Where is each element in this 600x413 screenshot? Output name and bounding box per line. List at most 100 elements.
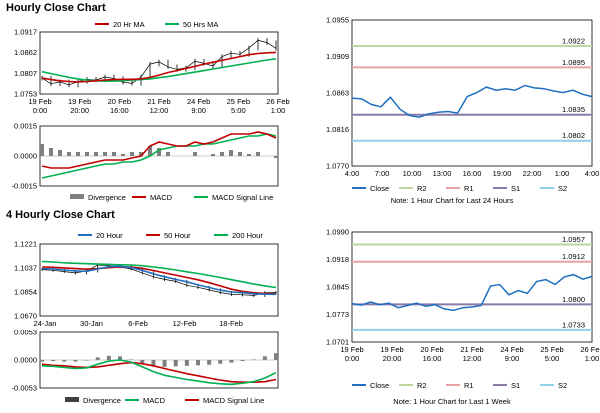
four-hourly-levels-x-tick-time: 1:00 [585, 354, 600, 363]
four-hourly-levels-level-label-r2: 1.0957 [562, 235, 585, 244]
hourly-macd-chart: 0.0015 0.0000 -0.0015 Divergence MACD MACD Si… [12, 122, 279, 202]
four-hourly-levels-legend-label: R1 [464, 381, 474, 390]
four-hourly-levels-legend-label: S2 [558, 381, 567, 390]
four-hourly-macd-legend-label: MACD Signal Line [203, 396, 264, 405]
four-hourly-price-y-tick: 1.1221 [14, 240, 37, 249]
four-hourly-macd-legend-swatch [65, 397, 79, 402]
hourly-price-x-tick-time: 20:00 [70, 106, 89, 115]
four-hourly-levels-x-tick-day: 20 Feb [420, 345, 443, 354]
four-hourly-levels-x-tick-day: 25 Feb [540, 345, 563, 354]
hourly-price-frame [39, 31, 279, 95]
four-hourly-levels-x-tick-time: 16:00 [423, 354, 442, 363]
hourly-price-y-tick: 1.0753 [14, 90, 37, 99]
hourly-section-title: Hourly Close Chart [6, 2, 106, 14]
four-hourly-price-x-tick: 12-Feb [173, 319, 197, 328]
hourly-price-chart: 1.0917 1.0862 1.0807 1.0753 20 Hr MA 50 Hrs M… [14, 20, 290, 115]
hourly-levels-x-tick: 16:00 [463, 169, 482, 178]
hourly-close-line [41, 39, 277, 86]
four-hourly-levels-frame [351, 231, 593, 343]
hourly-levels-x-tick: 10:00 [403, 169, 422, 178]
four-hourly-price-y-tick: 1.0854 [14, 288, 37, 297]
hourly-price-x-tick-day: 19 Feb [68, 97, 91, 106]
hourly-levels-legend-label: Close [370, 184, 389, 193]
four-hourly-levels-close-line [351, 273, 593, 312]
hourly-price-x-tick-time: 0:00 [33, 106, 48, 115]
hourly-price-x-tick-time: 12:00 [150, 106, 169, 115]
hourly-levels-y-tick: 1.0816 [326, 125, 349, 134]
hourly-levels-x-tick: 1:00 [555, 169, 570, 178]
four-hourly-price-x-tick: 6-Feb [128, 319, 148, 328]
hourly-price-x-tick-day: 21 Feb [147, 97, 170, 106]
hourly-price-y-tick: 1.0917 [14, 28, 37, 37]
four-hourly-levels-y-tick: 1.0990 [326, 228, 349, 237]
four-hourly-price-legend-label: 200 Hour [232, 231, 263, 240]
four-hourly-ma200-line [41, 260, 277, 289]
four-hourly-price-legend-label: 50 Hour [164, 231, 191, 240]
hourly-levels-x-tick: 7:00 [375, 169, 390, 178]
four-hourly-price-x-tick: 30-Jan [80, 319, 103, 328]
hourly-chart-note: Note: 1 Hour Chart for Last 24 Hours [390, 196, 514, 205]
four-hourly-macd-line [41, 359, 277, 386]
hourly-levels-x-tick: 4:00 [345, 169, 360, 178]
hourly-levels-legend-label: R1 [464, 184, 474, 193]
hourly-price-x-tick-day: 26 Feb [266, 97, 289, 106]
hourly-levels-level-label-s1: 1.0835 [562, 105, 585, 114]
hourly-levels-legend-label: S2 [558, 184, 567, 193]
hourly-price-x-tick-day: 25 Feb [227, 97, 250, 106]
hourly-macd-y-tick: 0.0000 [14, 152, 37, 161]
hourly-price-x-tick-day: 20 Feb [108, 97, 131, 106]
hourly-levels-y-tick: 1.0770 [326, 162, 349, 171]
hourly-macd-y-tick: -0.0015 [12, 182, 37, 191]
four-hourly-levels-x-tick-time: 5:00 [545, 354, 560, 363]
hourly-macd-legend-label: Divergence [88, 193, 126, 202]
four-hourly-levels-y-tick: 1.0918 [326, 255, 349, 264]
hourly-price-y-tick: 1.0807 [14, 69, 37, 78]
four-hourly-levels-x-tick-time: 20:00 [383, 354, 402, 363]
hourly-levels-chart: 1.0955 1.0909 1.0863 1.0816 1.0770 1.0922 1.08… [326, 16, 600, 194]
four-hourly-macd-y-tick: 0.0000 [14, 356, 37, 365]
four-hourly-levels-legend-label: Close [370, 381, 389, 390]
hourly-levels-level-label-r2: 1.0922 [562, 37, 585, 46]
hourly-levels-y-tick: 1.0909 [326, 52, 349, 61]
four-hourly-levels-level-label-s1: 1.0800 [562, 295, 585, 304]
hourly-price-legend-label: 50 Hrs MA [183, 20, 218, 29]
four-hourly-levels-x-tick-day: 24 Feb [500, 345, 523, 354]
hourly-levels-close-line [351, 84, 593, 118]
four-hourly-section-title: 4 Hourly Close Chart [6, 209, 115, 221]
four-hourly-macd-legend-label: Divergence [83, 396, 121, 405]
four-hourly-levels-level-label-s2: 1.0733 [562, 320, 585, 329]
four-hourly-price-x-tick: 24-Jan [34, 319, 57, 328]
four-hourly-price-chart: 1.1221 1.1037 1.0854 1.0670 20 Hour 50 Hour 20… [14, 231, 279, 328]
four-hourly-macd-y-tick: -0.0053 [12, 384, 37, 393]
four-hourly-macd-chart: 0.0053 0.0000 -0.0053 Divergence MACD MACD Si… [12, 330, 279, 405]
hourly-ma20-line [41, 51, 277, 83]
four-hourly-levels-y-tick: 1.0773 [326, 310, 349, 319]
four-hourly-price-y-tick: 1.0670 [14, 312, 37, 321]
four-hourly-macd-legend-label: MACD [143, 396, 166, 405]
four-hourly-levels-x-tick-time: 12:00 [463, 354, 482, 363]
four-hourly-chart-note: Note: 1 Hour Chart for Last 1 Week [393, 397, 511, 406]
hourly-price-x-tick-day: 19 Feb [28, 97, 51, 106]
four-hourly-levels-y-tick: 1.0845 [326, 283, 349, 292]
hourly-macd-y-tick: 0.0015 [14, 122, 37, 131]
four-hourly-levels-x-tick-day: 19 Feb [340, 345, 363, 354]
four-hourly-price-frame [39, 243, 279, 317]
four-hourly-levels-x-tick-time: 9:00 [505, 354, 520, 363]
hourly-price-x-tick-time: 16:00 [110, 106, 129, 115]
hourly-levels-level-label-r1: 1.0895 [562, 58, 585, 67]
four-hourly-levels-x-tick-day: 26 Feb [580, 345, 600, 354]
hourly-levels-frame [351, 19, 593, 167]
four-hourly-levels-x-tick-time: 0:00 [345, 354, 360, 363]
four-hourly-levels-x-tick-day: 19 Feb [380, 345, 403, 354]
four-hourly-levels-legend-label: R2 [417, 381, 427, 390]
four-hourly-levels-x-tick-day: 21 Feb [460, 345, 483, 354]
four-hourly-price-legend-label: 20 Hour [96, 231, 123, 240]
hourly-macd-legend-swatch [70, 194, 84, 199]
hourly-macd-line [41, 131, 277, 169]
hourly-levels-x-tick: 4:00 [585, 169, 600, 178]
hourly-signal-line [41, 133, 277, 179]
hourly-levels-level-label-s2: 1.0802 [562, 131, 585, 140]
four-hourly-levels-y-tick: 1.0701 [326, 338, 349, 347]
four-hourly-levels-level-label-r1: 1.0912 [562, 252, 585, 261]
hourly-levels-x-tick: 22:00 [523, 169, 542, 178]
